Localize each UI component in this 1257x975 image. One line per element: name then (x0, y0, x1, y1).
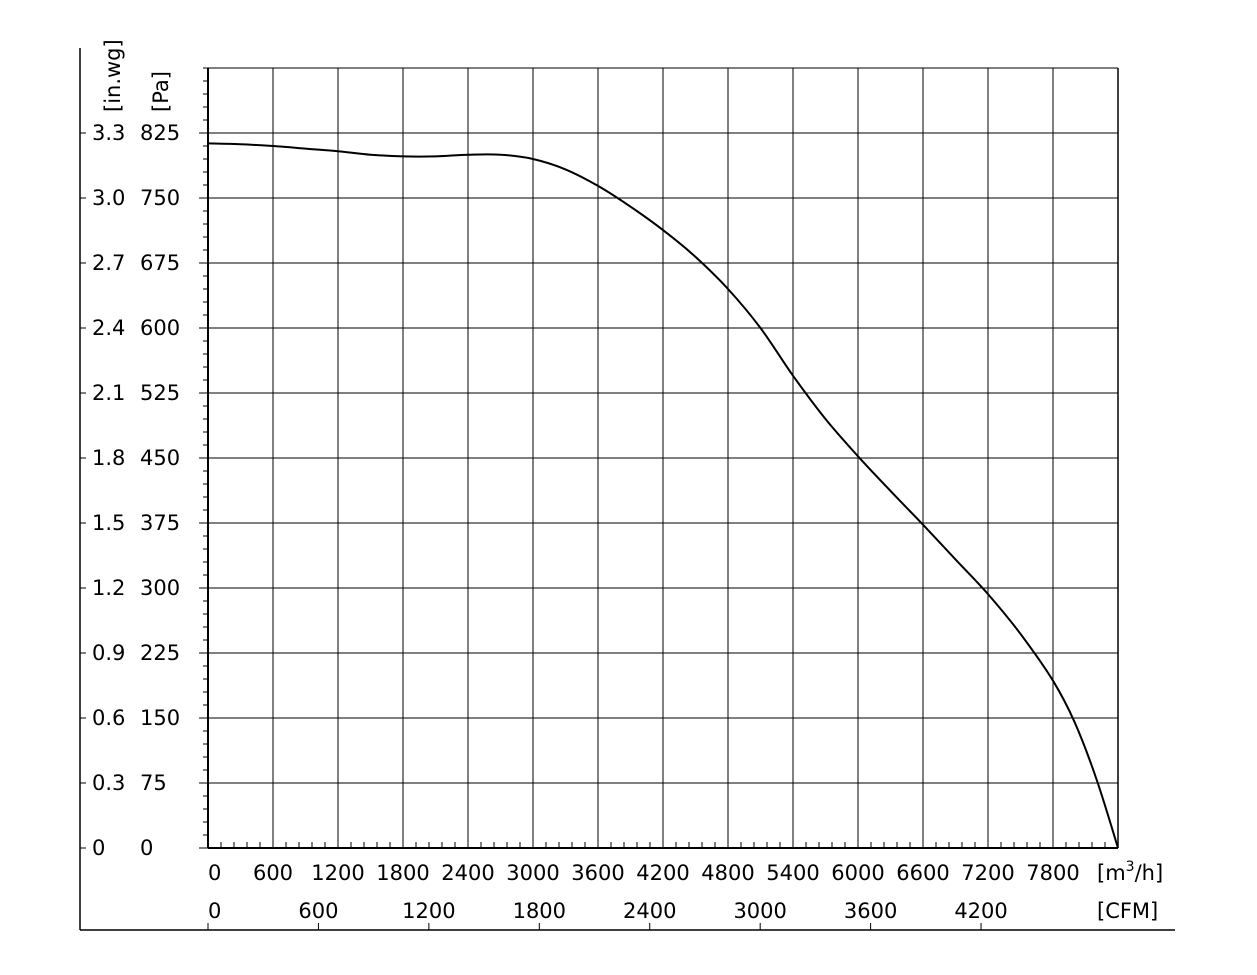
x-tick-label-m3h: 600 (253, 861, 293, 885)
x-tick-label-m3h: 2400 (441, 861, 494, 885)
x-axis-ticks: 0 600 1200 1800 2400 3000 3600 4200 4800 5400 6000… (208, 861, 1080, 923)
x-tick-label-m3h: 4200 (636, 861, 689, 885)
y-tick-label-pa: 75 (140, 771, 167, 795)
y-tick-label-inwg: 0.3 (92, 771, 125, 795)
y-tick-label-inwg: 3.0 (92, 186, 125, 210)
minor-ticks (199, 67, 1119, 930)
y-tick-label-pa: 825 (140, 121, 180, 145)
y-tick-label-pa: 300 (140, 576, 180, 600)
x-unit-label-cfm: [CFM] (1097, 899, 1158, 923)
y-tick-label-pa: 225 (140, 641, 180, 665)
y-tick-label-pa: 525 (140, 381, 180, 405)
x-tick-label-cfm: 2400 (623, 899, 676, 923)
y-tick-label-inwg: 2.4 (92, 316, 125, 340)
x-tick-label-cfm: 1800 (513, 899, 566, 923)
x-tick-label-m3h: 1200 (311, 861, 364, 885)
series-layer (207, 142, 1119, 849)
x-tick-label-m3h: 5400 (766, 861, 819, 885)
y-tick-label-pa: 0 (140, 836, 153, 860)
x-tick-label-m3h: 7200 (961, 861, 1014, 885)
y-tick-label-inwg: 1.2 (92, 576, 125, 600)
x-tick-label-cfm: 4200 (954, 899, 1007, 923)
x-tick-label-m3h: 4800 (701, 861, 754, 885)
chart-frame (79, 48, 1175, 931)
y-tick-label-inwg: 0.9 (92, 641, 125, 665)
y-tick-label-inwg: 1.5 (92, 511, 125, 535)
y-tick-label-inwg: 1.8 (92, 446, 125, 470)
x-tick-label-cfm: 3600 (844, 899, 897, 923)
y-tick-label-pa: 375 (140, 511, 180, 535)
unit-base: [m (1097, 861, 1126, 885)
y-unit-label-pa: [Pa] (149, 71, 173, 112)
series-line-0 (207, 142, 1119, 849)
y-tick-label-inwg: 0.6 (92, 706, 125, 730)
x-tick-label-m3h: 6600 (896, 861, 949, 885)
x-unit-label-m3h: [m3/h] (1097, 859, 1163, 885)
x-tick-label-cfm: 600 (298, 899, 338, 923)
y-tick-label-inwg: 0 (92, 836, 105, 860)
y-tick-label-inwg: 2.1 (92, 381, 125, 405)
y-axis-ticks: 0 0 75 0.3 150 0.6 225 0.9 300 1.2 375 1.5 450 1.8 525… (80, 121, 180, 860)
y-tick-label-pa: 750 (140, 186, 180, 210)
x-tick-label-m3h: 1800 (376, 861, 429, 885)
x-tick-label-cfm: 0 (208, 899, 221, 923)
x-tick-label-m3h: 3000 (506, 861, 559, 885)
y-tick-label-inwg: 3.3 (92, 121, 125, 145)
x-tick-label-m3h: 0 (208, 861, 221, 885)
x-tick-label-m3h: 3600 (571, 861, 624, 885)
y-tick-label-pa: 450 (140, 446, 180, 470)
y-unit-label-inwg: [in.wg] (101, 39, 125, 112)
unit-sup: 3 (1126, 859, 1135, 875)
grid-lines (208, 68, 1118, 848)
x-tick-label-cfm: 1200 (402, 899, 455, 923)
x-tick-label-m3h: 6000 (831, 861, 884, 885)
y-tick-label-pa: 675 (140, 251, 180, 275)
unit-rest: /h] (1135, 861, 1164, 885)
y-tick-label-inwg: 2.7 (92, 251, 125, 275)
y-tick-label-pa: 150 (140, 706, 180, 730)
y-tick-label-pa: 600 (140, 316, 180, 340)
x-tick-label-m3h: 7800 (1026, 861, 1079, 885)
x-tick-label-cfm: 3000 (733, 899, 786, 923)
unit-labels: [m3/h] [CFM] [Pa] [in.wg] (101, 39, 1163, 923)
